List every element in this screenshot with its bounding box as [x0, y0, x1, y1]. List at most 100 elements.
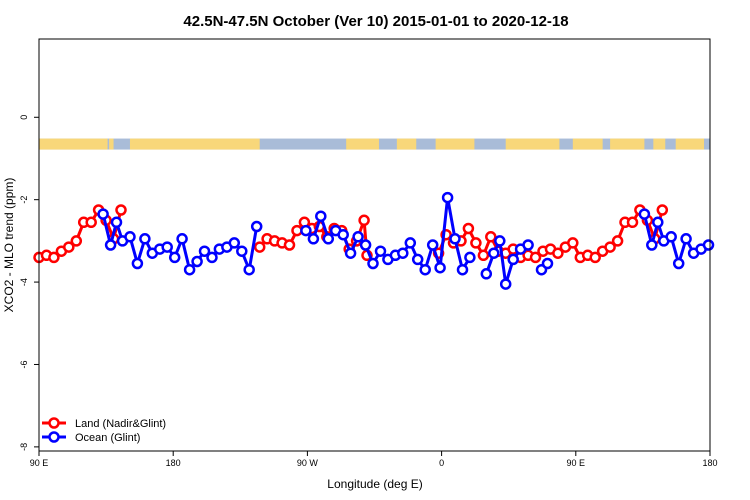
series-layer: [33, 191, 715, 290]
legend-marker-land: [48, 417, 60, 429]
data-point-ocean: [344, 247, 357, 259]
data-point-ocean: [97, 208, 109, 220]
data-point-ocean: [426, 239, 439, 251]
land-band-segment: [610, 138, 645, 150]
data-point-ocean: [243, 263, 255, 276]
data-point-ocean: [191, 255, 203, 268]
data-point-ocean: [652, 216, 664, 229]
x-tick-label: 90 E: [30, 458, 49, 468]
data-point-ocean: [494, 235, 506, 247]
data-point-land: [470, 237, 482, 249]
data-point-ocean: [702, 239, 715, 251]
data-point-ocean: [419, 263, 431, 276]
data-point-ocean: [367, 257, 379, 270]
data-point-ocean: [499, 278, 512, 290]
land-band-segment: [109, 138, 114, 150]
data-point-land: [611, 235, 624, 247]
data-point-ocean: [434, 261, 446, 274]
data-point-ocean: [665, 231, 677, 243]
land-band-segment: [435, 138, 475, 150]
y-tick-label: -4: [19, 278, 29, 286]
data-point-land: [552, 247, 564, 259]
data-point-land: [485, 231, 497, 243]
data-point-ocean: [198, 245, 211, 257]
data-point-ocean: [404, 237, 417, 249]
chart-title: 42.5N-47.5N October (Ver 10) 2015-01-01 …: [183, 13, 568, 30]
data-point-ocean: [176, 233, 188, 245]
data-point-land: [589, 251, 601, 264]
data-point-ocean: [337, 228, 349, 241]
land-band-segment: [39, 138, 108, 150]
data-point-land: [477, 249, 490, 262]
data-point-ocean: [322, 233, 335, 245]
data-point-land: [626, 216, 639, 229]
land-band-segment: [675, 138, 705, 150]
data-point-ocean: [397, 247, 409, 259]
data-point-ocean: [411, 253, 424, 266]
data-point-ocean: [441, 191, 454, 204]
legend-label-ocean: Ocean (Glint): [75, 432, 140, 444]
data-point-ocean: [104, 239, 117, 251]
land-band-segment: [505, 138, 560, 150]
data-point-ocean: [507, 253, 519, 266]
data-point-land: [48, 251, 60, 264]
land-band-segment: [572, 138, 603, 150]
data-point-ocean: [522, 239, 534, 251]
data-point-ocean: [228, 237, 241, 249]
data-point-ocean: [124, 231, 136, 243]
land-band-segment: [396, 138, 417, 150]
data-point-ocean: [374, 245, 387, 257]
data-point-ocean: [680, 233, 692, 245]
data-point-ocean: [352, 231, 364, 243]
data-point-land: [63, 241, 75, 253]
y-axis: 0 -2 -4 -6 -8: [19, 115, 39, 451]
data-point-ocean: [464, 251, 476, 264]
surface-band: [39, 138, 710, 150]
data-point-ocean: [110, 216, 123, 229]
x-tick-label: 180: [702, 458, 717, 468]
y-tick-label: 0: [19, 115, 29, 120]
x-axis-label: Longitude (deg E): [327, 477, 422, 491]
data-point-ocean: [300, 224, 312, 237]
data-point-land: [70, 235, 83, 247]
y-tick-label: -6: [19, 360, 29, 368]
data-point-land: [529, 251, 542, 264]
data-point-ocean: [139, 233, 151, 245]
data-point-land: [604, 241, 616, 253]
data-point-land: [567, 237, 579, 249]
legend-marker-ocean: [48, 431, 60, 443]
data-point-ocean: [449, 233, 461, 245]
data-point-ocean: [638, 208, 651, 220]
data-point-ocean: [480, 268, 493, 280]
data-point-ocean: [359, 239, 372, 251]
plot-frame: [38, 38, 711, 452]
x-axis: 90 E 180 90 W 0 90 E 180: [30, 451, 718, 468]
data-point-land: [253, 241, 266, 253]
legend-label-land: Land (Nadir&Glint): [75, 418, 166, 430]
data-point-ocean: [315, 210, 327, 222]
y-tick-label: -2: [19, 196, 29, 204]
data-point-ocean: [488, 247, 500, 259]
data-point-ocean: [541, 257, 554, 270]
land-band-segment: [346, 138, 379, 150]
y-axis-label: XCO2 - MLO trend (ppm): [2, 178, 16, 313]
land-band-segment: [129, 138, 260, 150]
data-point-ocean: [307, 233, 320, 245]
data-point-land: [85, 216, 97, 229]
data-point-ocean: [236, 245, 248, 257]
land-band-segment: [653, 138, 666, 150]
y-tick-label: -8: [19, 443, 29, 451]
data-point-ocean: [131, 257, 144, 270]
data-point-ocean: [161, 241, 173, 253]
data-point-ocean: [183, 263, 196, 276]
data-point-ocean: [206, 251, 218, 264]
data-point-ocean: [646, 239, 658, 251]
data-point-ocean: [672, 257, 685, 270]
data-point-land: [656, 204, 669, 216]
data-point-ocean: [456, 263, 469, 276]
data-point-ocean: [168, 251, 181, 264]
legend: Land (Nadir&Glint) Ocean (Glint): [42, 417, 166, 444]
x-tick-label: 0: [439, 458, 444, 468]
data-point-land: [358, 214, 370, 227]
